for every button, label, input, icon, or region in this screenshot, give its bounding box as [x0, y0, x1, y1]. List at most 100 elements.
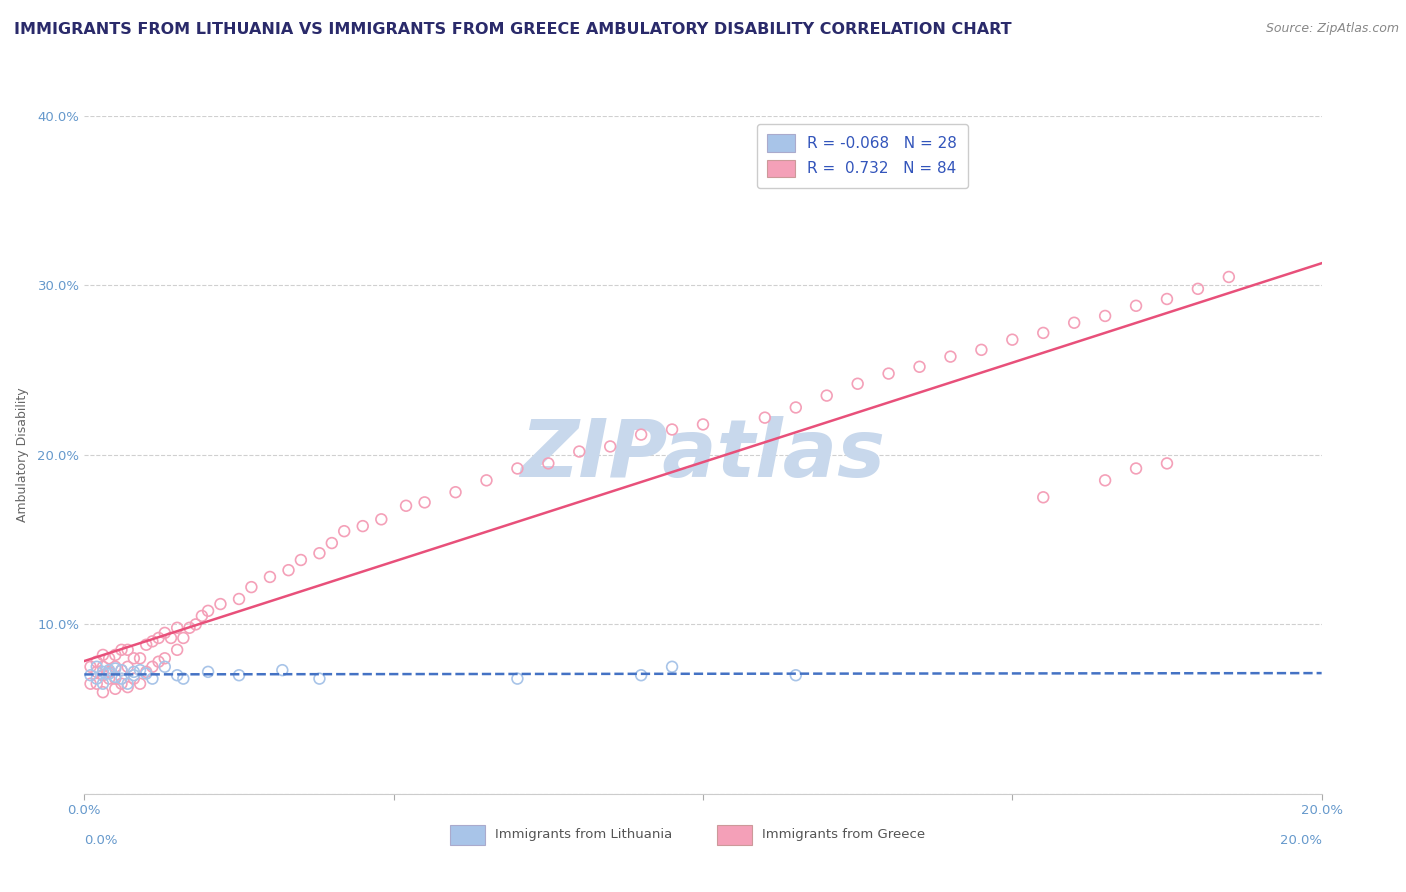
Point	[117, 680, 139, 694]
Point	[91, 660, 114, 674]
Point	[86, 676, 108, 690]
Point	[79, 668, 101, 682]
Point	[333, 524, 356, 538]
Point	[104, 681, 127, 696]
Point	[308, 546, 330, 560]
Point	[135, 666, 157, 681]
Point	[785, 401, 807, 415]
Point	[1063, 316, 1085, 330]
Point	[141, 672, 163, 686]
Point	[692, 417, 714, 432]
Point	[110, 672, 132, 686]
Point	[160, 631, 183, 645]
Point	[110, 663, 132, 677]
Point	[166, 642, 188, 657]
Point	[259, 570, 281, 584]
Point	[91, 648, 114, 662]
Point	[104, 661, 127, 675]
Point	[785, 668, 807, 682]
Point	[166, 668, 188, 682]
Point	[1094, 309, 1116, 323]
Point	[630, 668, 652, 682]
Point	[197, 665, 219, 679]
Point	[370, 512, 392, 526]
Point	[240, 580, 263, 594]
Point	[939, 350, 962, 364]
Point	[98, 672, 121, 686]
Text: 20.0%: 20.0%	[1279, 834, 1322, 847]
Point	[228, 668, 250, 682]
Point	[172, 672, 194, 686]
Point	[1156, 292, 1178, 306]
Point	[321, 536, 343, 550]
Point	[141, 660, 163, 674]
Point	[754, 410, 776, 425]
Point	[1001, 333, 1024, 347]
Text: IMMIGRANTS FROM LITHUANIA VS IMMIGRANTS FROM GREECE AMBULATORY DISABILITY CORREL: IMMIGRANTS FROM LITHUANIA VS IMMIGRANTS …	[14, 22, 1012, 37]
Point	[122, 665, 145, 679]
Point	[110, 676, 132, 690]
Text: 0.0%: 0.0%	[84, 834, 118, 847]
Point	[122, 668, 145, 682]
Point	[444, 485, 467, 500]
Point	[537, 457, 560, 471]
Text: ZIPatlas: ZIPatlas	[520, 416, 886, 494]
Point	[86, 655, 108, 669]
Point	[661, 423, 683, 437]
Point	[970, 343, 993, 357]
Point	[86, 660, 108, 674]
Point	[129, 663, 152, 677]
Legend: R = -0.068   N = 28, R =  0.732   N = 84: R = -0.068 N = 28, R = 0.732 N = 84	[756, 124, 967, 188]
Point	[79, 660, 101, 674]
Point	[228, 592, 250, 607]
Point	[141, 634, 163, 648]
Point	[104, 648, 127, 662]
Point	[271, 663, 294, 677]
Point	[191, 609, 214, 624]
Point	[815, 389, 838, 403]
Point	[846, 376, 869, 391]
Point	[98, 651, 121, 665]
Point	[1156, 457, 1178, 471]
Point	[1094, 473, 1116, 487]
Point	[117, 660, 139, 674]
Point	[395, 499, 418, 513]
Point	[98, 663, 121, 677]
Point	[148, 655, 170, 669]
Point	[290, 553, 312, 567]
Point	[568, 444, 591, 458]
Point	[179, 621, 201, 635]
Point	[122, 672, 145, 686]
Point	[1187, 282, 1209, 296]
Point	[908, 359, 931, 374]
Point	[153, 651, 176, 665]
Point	[172, 631, 194, 645]
Text: Immigrants from Lithuania: Immigrants from Lithuania	[495, 829, 672, 841]
Point	[86, 672, 108, 686]
Point	[661, 660, 683, 674]
Point	[129, 651, 152, 665]
Point	[1032, 326, 1054, 340]
Point	[1218, 269, 1240, 284]
Point	[122, 651, 145, 665]
Point	[153, 626, 176, 640]
Point	[98, 665, 121, 679]
Text: Source: ZipAtlas.com: Source: ZipAtlas.com	[1265, 22, 1399, 36]
Point	[129, 676, 152, 690]
Point	[197, 604, 219, 618]
Point	[135, 638, 157, 652]
Point	[110, 663, 132, 677]
Point	[104, 672, 127, 686]
Point	[91, 676, 114, 690]
Point	[1032, 491, 1054, 505]
Point	[86, 665, 108, 679]
Point	[110, 642, 132, 657]
Point	[98, 666, 121, 681]
Point	[148, 631, 170, 645]
Point	[104, 660, 127, 674]
Point	[184, 617, 207, 632]
Point	[308, 672, 330, 686]
Point	[209, 597, 232, 611]
Point	[104, 670, 127, 684]
Point	[79, 676, 101, 690]
